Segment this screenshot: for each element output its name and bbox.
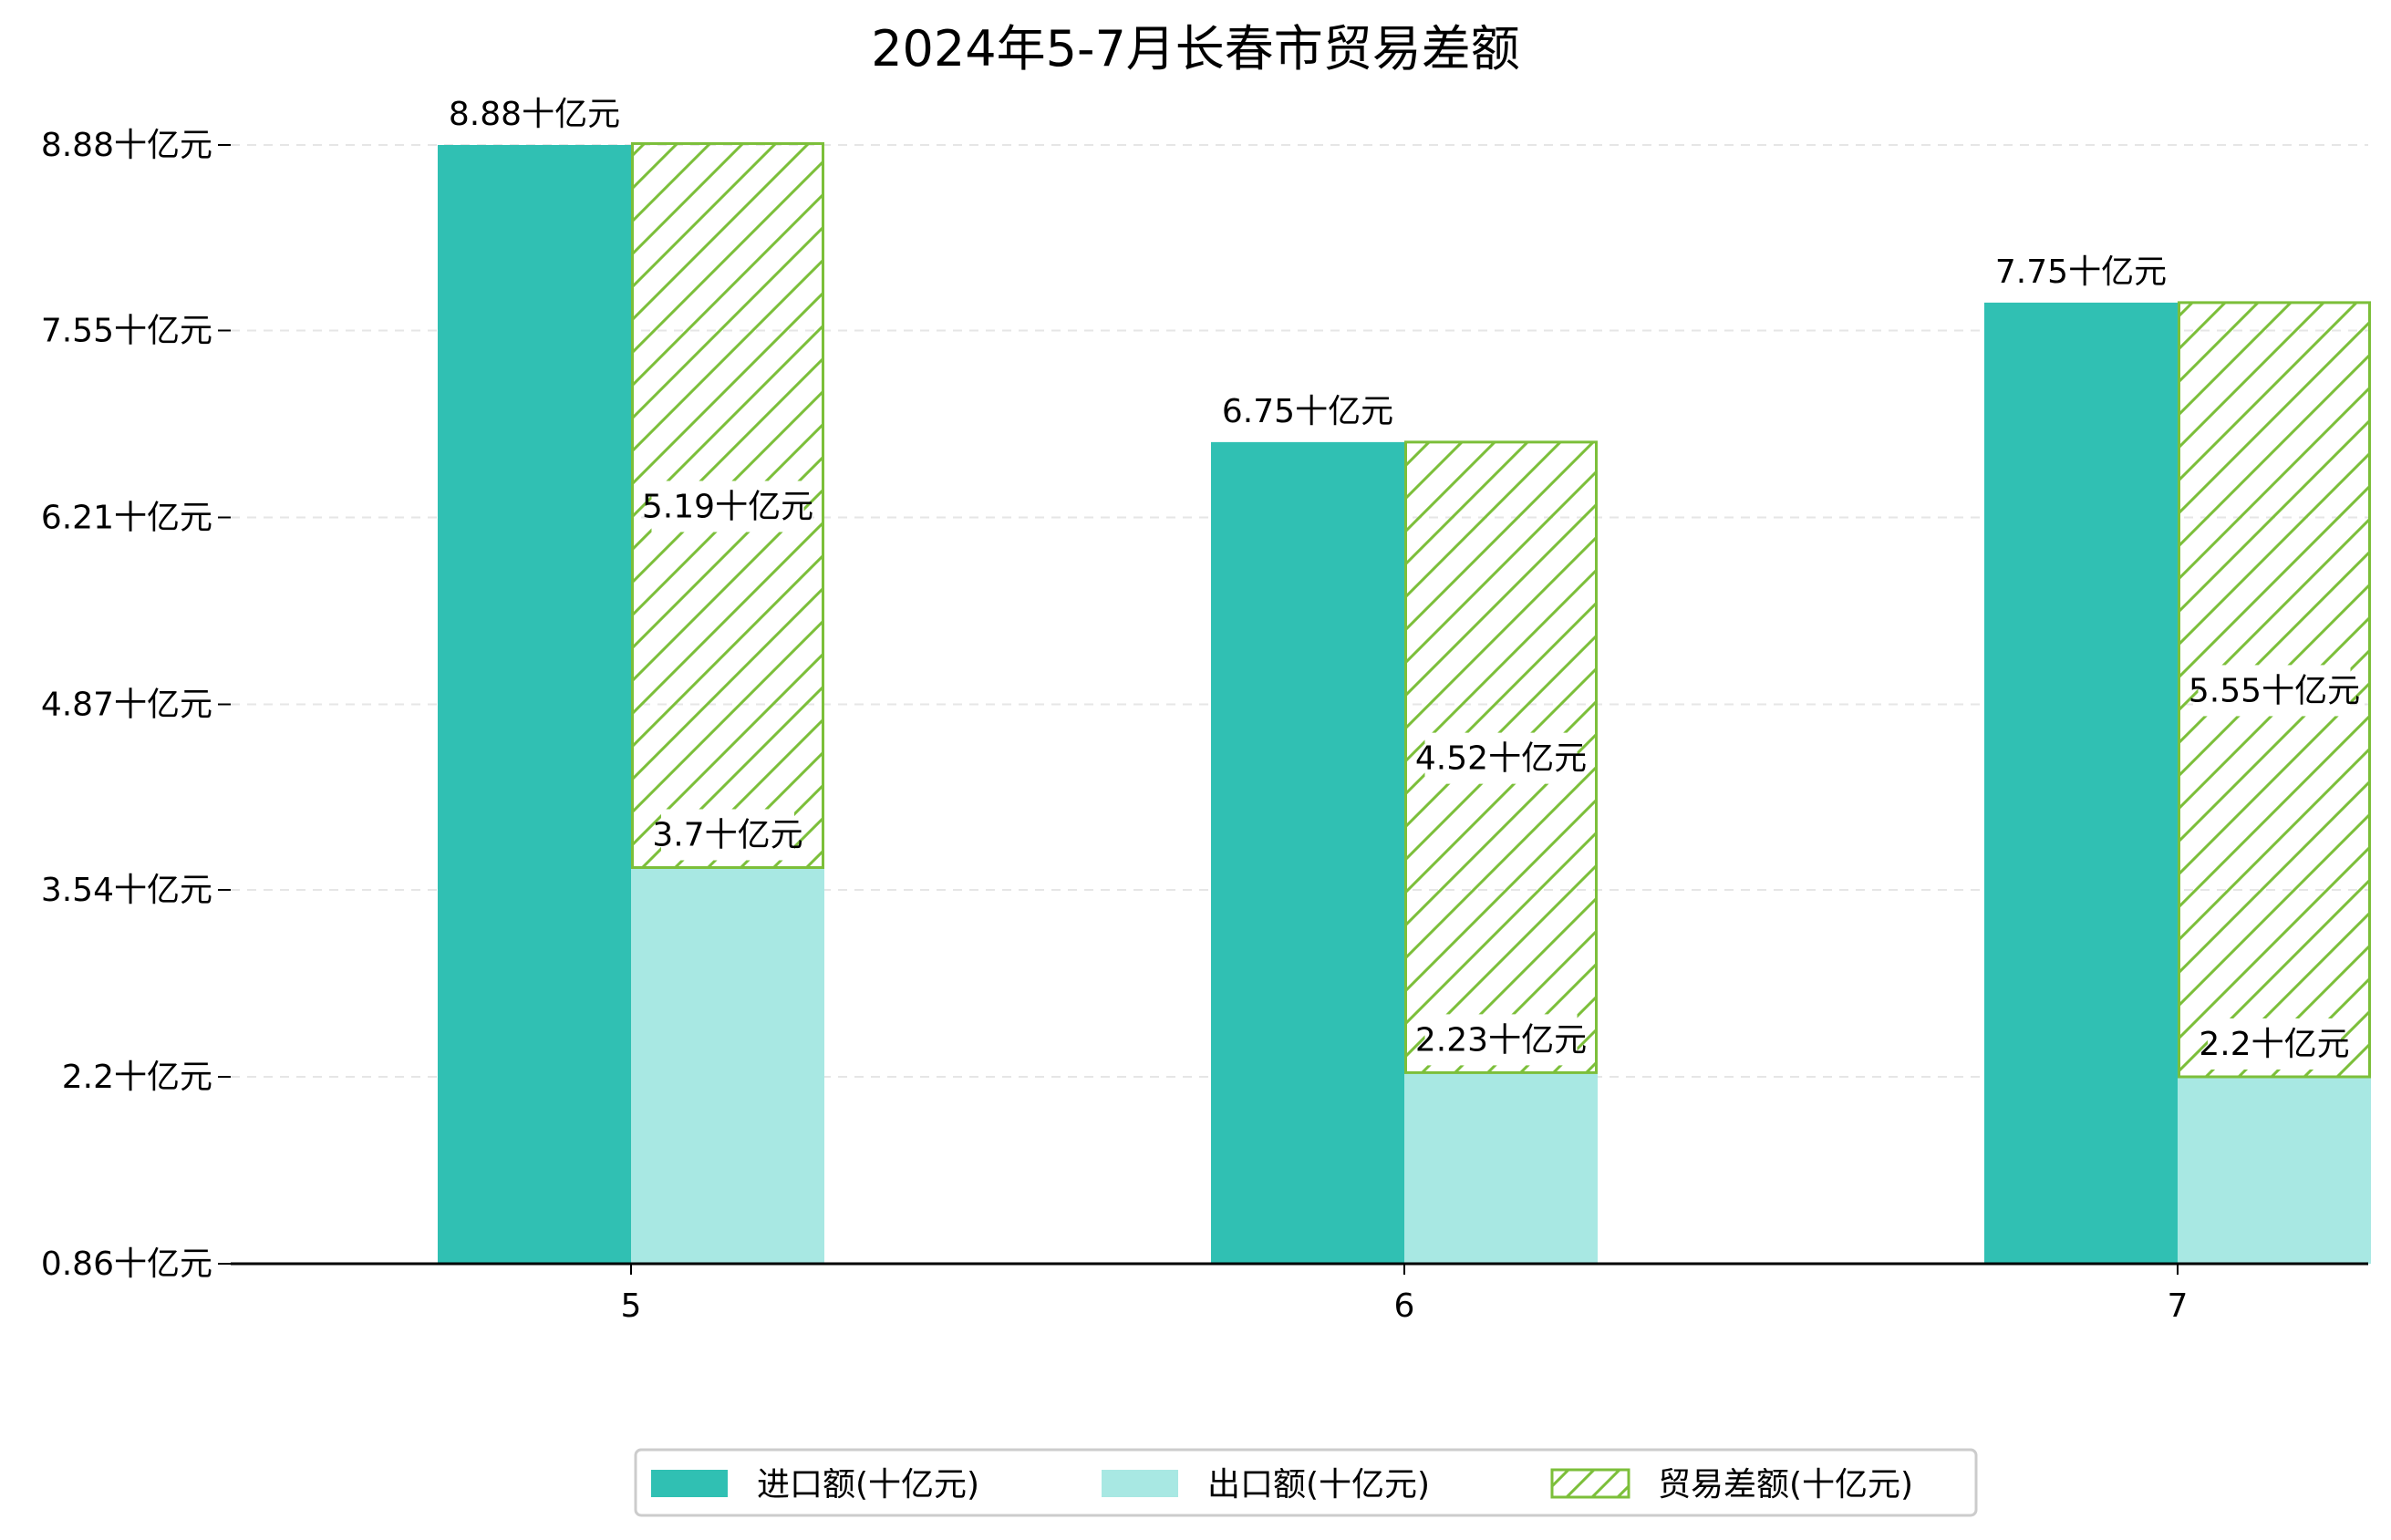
y-tick-label: 0.86十亿元 <box>41 1245 212 1283</box>
y-tick-label: 6.21十亿元 <box>41 499 212 536</box>
export-bar <box>2178 1076 2371 1264</box>
data-labels: 8.88十亿元 3.7十亿元 5.19十亿元 6.75十亿元 2.23十亿元 4.52十亿… <box>449 96 2360 1070</box>
export-value-label: 3.7十亿元 <box>652 817 802 854</box>
legend-swatch-export <box>1102 1470 1178 1497</box>
y-tick-label: 3.54十亿元 <box>41 872 212 909</box>
x-tick-label: 5 <box>621 1287 642 1325</box>
balance-value-label-bg <box>2198 665 2351 717</box>
y-axis: 0.86十亿元 2.2十亿元 3.54十亿元 4.87十亿元 6.21十亿元 7.55十亿… <box>41 127 231 1283</box>
chart-title: 2024年5-7月长春市贸易差额 <box>871 20 1520 78</box>
import-value-label: 7.75十亿元 <box>1995 253 2167 291</box>
bars <box>438 141 2371 1265</box>
import-bar <box>438 145 631 1264</box>
legend-swatch-import <box>651 1470 728 1497</box>
import-value-label: 6.75十亿元 <box>1222 393 1393 430</box>
y-tick-label: 4.87十亿元 <box>41 687 212 724</box>
x-tick-label: 6 <box>1394 1287 1415 1325</box>
export-bar <box>631 867 824 1264</box>
x-tick-label: 7 <box>2168 1287 2189 1325</box>
import-bar <box>1984 302 2178 1264</box>
export-value-label: 2.2十亿元 <box>2199 1026 2349 1063</box>
x-axis: 5 6 7 <box>231 1262 2368 1325</box>
export-value-label-bg <box>2208 1018 2341 1070</box>
export-value-label: 2.23十亿元 <box>1415 1021 1587 1059</box>
legend-swatch-balance <box>1550 1468 1630 1499</box>
balance-value-label: 5.19十亿元 <box>642 488 813 525</box>
export-value-label-bg <box>1424 1014 1578 1066</box>
balance-value-label-bg <box>651 481 804 532</box>
legend-frame <box>634 1448 1978 1517</box>
legend-label-export: 出口额(十亿元) <box>1207 1466 1430 1504</box>
legend-label-import: 进口额(十亿元) <box>757 1466 979 1504</box>
legend-label-balance: 贸易差额(十亿元) <box>1658 1466 1913 1504</box>
import-value-label: 8.88十亿元 <box>449 96 620 133</box>
legend: 进口额(十亿元) 出口额(十亿元) 贸易差额(十亿元) <box>634 1448 1978 1517</box>
export-value-label-bg <box>661 809 794 861</box>
y-tick-label: 7.55十亿元 <box>41 312 212 349</box>
export-bar <box>1404 1072 1598 1264</box>
y-tick-label: 8.88十亿元 <box>41 127 212 164</box>
import-bar <box>1211 441 1404 1265</box>
y-tick-label: 2.2十亿元 <box>62 1059 212 1096</box>
balance-value-label: 4.52十亿元 <box>1415 740 1587 778</box>
balance-value-label-bg <box>1424 732 1578 784</box>
balance-value-label: 5.55十亿元 <box>2189 672 2360 709</box>
